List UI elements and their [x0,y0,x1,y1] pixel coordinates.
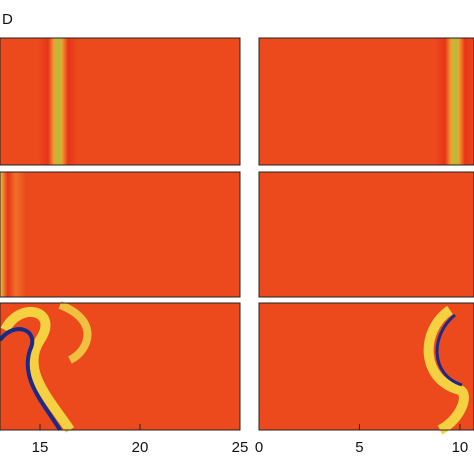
panel [0,171,241,298]
panel [258,37,474,166]
x-tick-label: 15 [32,439,49,456]
panel [0,37,241,166]
x-tick-label: 25 [232,439,249,456]
panel [0,301,241,433]
panel-label: D [2,11,13,28]
x-tick-label: 20 [132,439,149,456]
x-tick-label: 5 [355,439,363,456]
x-tick-label: 0 [255,439,263,456]
x-tick-label: 10 [452,439,469,456]
panel [258,171,474,298]
panel [258,302,474,435]
